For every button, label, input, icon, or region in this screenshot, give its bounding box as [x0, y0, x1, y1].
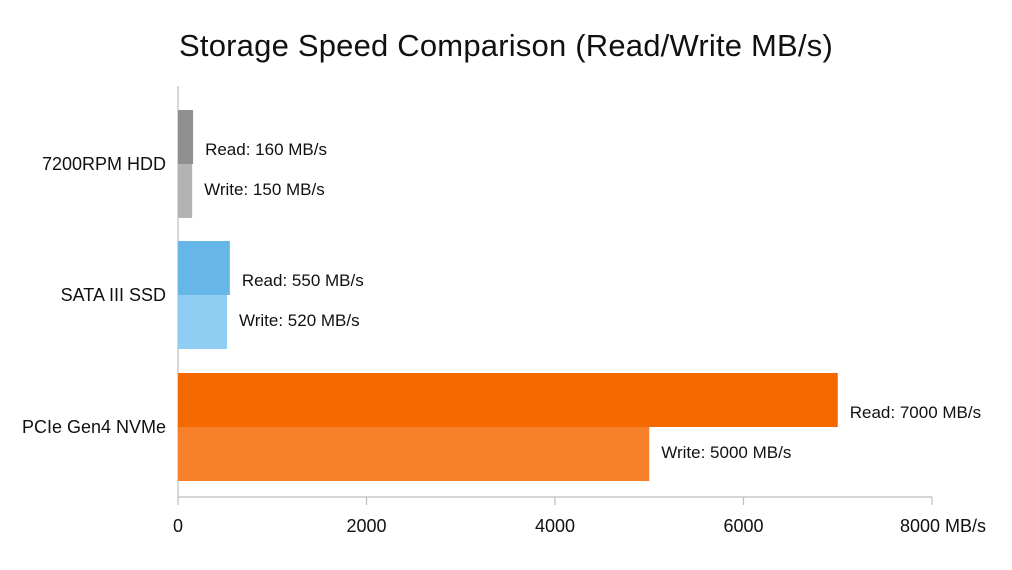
- x-tick-label: 2000: [346, 516, 386, 536]
- category-label: PCIe Gen4 NVMe: [22, 417, 166, 437]
- chart-title: Storage Speed Comparison (Read/Write MB/…: [179, 28, 833, 63]
- bar-read: [178, 373, 838, 427]
- bar-write: [178, 164, 193, 218]
- data-label: Write: 5000 MB/s: [661, 443, 791, 462]
- bar-read: [178, 110, 194, 164]
- x-tick-label: 0: [173, 516, 183, 536]
- bar-read: [178, 241, 230, 295]
- data-label: Write: 150 MB/s: [204, 180, 325, 199]
- x-tick-label: 4000: [535, 516, 575, 536]
- bar-write: [178, 427, 650, 481]
- category-label: 7200RPM HDD: [42, 154, 166, 174]
- bar-write: [178, 295, 228, 349]
- category-label: SATA III SSD: [61, 285, 166, 305]
- data-label: Write: 520 MB/s: [239, 311, 360, 330]
- x-tick-label: 8000 MB/s: [900, 516, 986, 536]
- x-tick-label: 6000: [723, 516, 763, 536]
- data-label: Read: 7000 MB/s: [850, 403, 981, 422]
- data-label: Read: 160 MB/s: [205, 140, 327, 159]
- data-label: Read: 550 MB/s: [242, 271, 364, 290]
